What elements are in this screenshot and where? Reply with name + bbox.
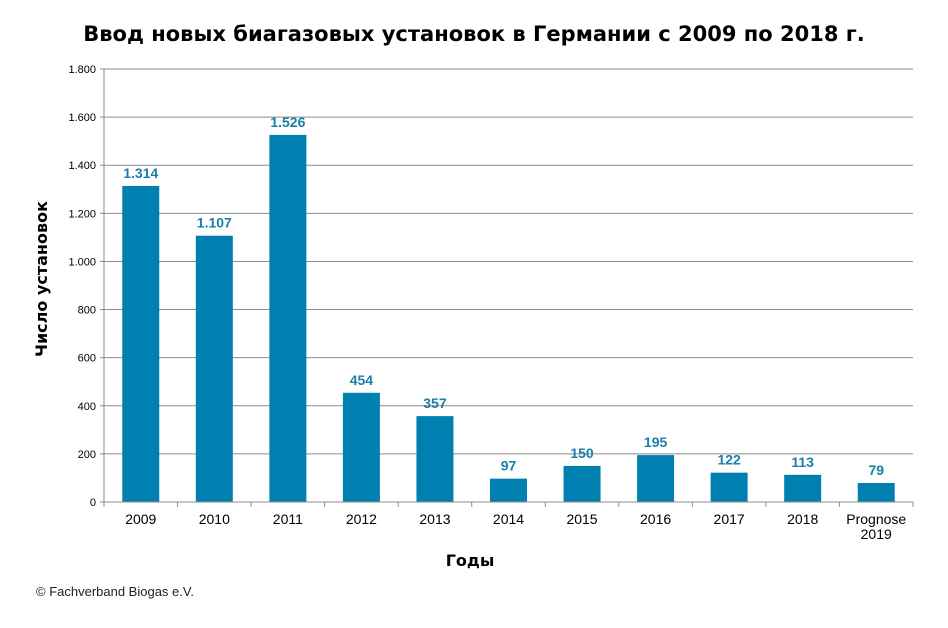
y-tick-label: 600 — [78, 353, 96, 365]
bar-2015 — [563, 465, 601, 502]
bar-2016 — [637, 455, 675, 502]
x-axis-title: Годы — [446, 551, 495, 570]
bar-2010 — [195, 235, 233, 502]
data-label: 357 — [423, 395, 447, 411]
y-tick-label: 200 — [78, 449, 96, 461]
y-tick-label: 1.000 — [68, 256, 96, 268]
bar-2018 — [784, 474, 822, 502]
data-label: 195 — [644, 434, 668, 450]
x-tick-label: 2009 — [125, 511, 156, 527]
bars — [122, 134, 895, 502]
y-axis-title: Число установок — [32, 201, 51, 357]
x-tick-label: 2014 — [493, 511, 524, 527]
y-axis-ticks: 0 200 400 600 800 1.000 1.200 1.400 1.600 1.800 — [68, 64, 104, 509]
bar-2013 — [416, 416, 454, 502]
y-tick-label: 400 — [78, 401, 96, 413]
x-tick-label: 2013 — [419, 511, 450, 527]
bar-2012 — [342, 392, 380, 502]
bar-2014 — [490, 478, 527, 502]
bar-prognose-2019 — [857, 482, 895, 502]
data-label: 150 — [570, 445, 594, 461]
gridlines — [104, 68, 913, 455]
x-tick-label: 2015 — [566, 511, 597, 527]
y-tick-label: 1.800 — [68, 64, 96, 76]
x-tick-label: 2011 — [273, 511, 303, 527]
data-label: 79 — [868, 462, 884, 478]
data-label: 1.526 — [270, 114, 305, 130]
x-tick-label: 2018 — [787, 511, 818, 527]
y-tick-label: 0 — [90, 497, 96, 509]
y-tick-label: 1.400 — [68, 160, 96, 172]
x-axis-ticks: 2009 2010 2011 2012 2013 2014 2015 2016 2017 2018… — [103, 502, 914, 542]
y-tick-label: 800 — [78, 305, 96, 317]
data-label: 1.107 — [197, 215, 232, 231]
data-label: 97 — [501, 458, 517, 474]
bar-2009 — [122, 185, 160, 502]
x-tick-label: 2016 — [640, 511, 671, 527]
bar-2017 — [710, 472, 748, 502]
x-tick-label: 2017 — [714, 511, 745, 527]
bar-2011 — [269, 134, 307, 502]
data-label: 454 — [350, 372, 374, 388]
x-tick-label: Prognose 2019 — [846, 511, 906, 542]
axes — [103, 69, 913, 503]
data-label: 1.314 — [123, 165, 158, 181]
y-tick-label: 1.600 — [68, 112, 96, 124]
chart-title: Ввод новых биагазовых установок в Герман… — [83, 22, 865, 46]
x-tick-label: 2010 — [199, 511, 230, 527]
credit-text: © Fachverband Biogas e.V. — [36, 584, 194, 599]
data-label: 122 — [717, 452, 741, 468]
data-labels: 1.314 1.107 1.526 454 357 97 150 195 122 113 79 — [123, 114, 884, 478]
y-tick-label: 1.200 — [68, 208, 96, 220]
x-tick-label: 2012 — [346, 511, 377, 527]
data-label: 113 — [791, 454, 814, 470]
